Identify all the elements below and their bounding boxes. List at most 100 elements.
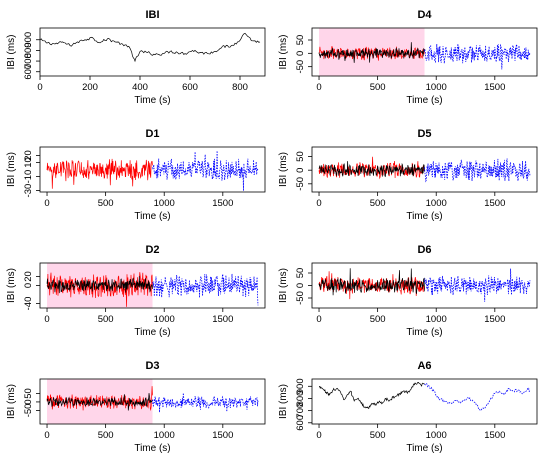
panel-title: D6	[417, 244, 431, 256]
series-line-1	[319, 382, 425, 410]
panel-title: A6	[417, 360, 431, 372]
series-line-2	[318, 42, 425, 63]
series-line-1	[46, 158, 153, 189]
plot-area	[318, 28, 531, 76]
y-tick-label: -10	[23, 170, 34, 184]
x-tick-label: 200	[82, 82, 98, 93]
y-tick-label: 20	[23, 271, 34, 282]
plot-frame	[311, 378, 538, 425]
x-tick-label: 500	[98, 314, 114, 325]
x-tick-label: 500	[98, 198, 114, 209]
y-tick-label: 50	[295, 151, 306, 162]
y-tick-label: -40	[23, 297, 34, 311]
series-line-2	[46, 276, 153, 294]
plot-area	[46, 150, 259, 191]
panel-title: D5	[417, 128, 431, 140]
x-tick-label: 1500	[484, 430, 505, 441]
x-axis-label: Time (s)	[134, 95, 170, 106]
x-tick-label: 800	[232, 82, 248, 93]
x-tick-label: 1500	[212, 314, 233, 325]
x-tick-label: 1000	[426, 430, 447, 441]
plot-frame	[311, 27, 538, 77]
plot-area	[319, 382, 531, 412]
series-line-2	[152, 150, 259, 191]
x-axis-label: Time (s)	[406, 443, 442, 454]
plot-area	[40, 32, 261, 63]
x-tick-label: 0	[316, 314, 321, 325]
y-tick-label: -50	[23, 404, 34, 418]
x-axis-label: Time (s)	[406, 327, 442, 338]
panel-title: IBI	[145, 9, 159, 21]
x-tick-label: 0	[316, 198, 321, 209]
panel-d5: D5 0 500 1000 1500 -50 0 50 Time (s) IBI (ms)	[278, 128, 538, 222]
y-tick-label: 900	[295, 378, 306, 394]
y-tick-label: 600	[23, 64, 34, 80]
series-line-3	[424, 42, 531, 70]
x-tick-label: 0	[316, 82, 321, 93]
y-axis-label: IBI (ms)	[6, 384, 17, 419]
x-axis-label: Time (s)	[134, 211, 170, 222]
x-tick-label: 1000	[426, 82, 447, 93]
panel-title: D2	[145, 244, 159, 256]
panel-d4: D4 0 500 1000 1500 -50 0 50 Time (s) IBI (ms)	[278, 9, 538, 106]
plot-area	[46, 263, 259, 308]
x-tick-label: 400	[132, 82, 148, 93]
x-tick-label: 1500	[484, 314, 505, 325]
plot-frame	[39, 146, 266, 193]
y-tick-label: 0	[295, 283, 306, 288]
series-line-2	[424, 383, 531, 412]
y-tick-label: 20	[23, 150, 34, 161]
y-tick-label: -50	[295, 291, 306, 305]
y-tick-label: 10	[23, 157, 34, 168]
x-tick-label: 0	[44, 430, 49, 441]
y-tick-label: -30	[23, 184, 34, 198]
series-line-1	[40, 32, 261, 63]
y-axis-label: IBI (ms)	[278, 35, 289, 70]
y-tick-label: -50	[295, 177, 306, 191]
y-axis-label: IBI (ms)	[6, 268, 17, 303]
series-line-3	[152, 392, 259, 413]
plot-area	[318, 156, 531, 183]
y-tick-label: 900	[23, 32, 34, 48]
y-axis-label: IBI (ms)	[278, 268, 289, 303]
highlight-band	[47, 379, 153, 424]
series-line-3	[152, 273, 259, 306]
x-tick-label: 1000	[154, 430, 175, 441]
panel-title: D1	[145, 128, 159, 140]
x-tick-label: 1500	[212, 430, 233, 441]
series-line-2	[318, 161, 425, 178]
y-tick-label: -50	[295, 60, 306, 74]
y-tick-label: 600	[295, 415, 306, 431]
plot-area	[46, 379, 259, 424]
y-tick-label: 50	[23, 388, 34, 399]
plot-frame	[39, 378, 266, 425]
y-tick-label: 0	[23, 399, 34, 404]
x-tick-label: 500	[370, 430, 386, 441]
y-tick-label: 700	[295, 403, 306, 419]
x-tick-label: 600	[182, 82, 198, 93]
plot-frame	[39, 27, 266, 77]
y-axis-label: IBI (ms)	[6, 152, 17, 187]
panel-d6: D6 0 500 1000 1500 -50 0 50 Time (s) IBI (ms)	[278, 244, 538, 338]
x-tick-label: 1000	[426, 314, 447, 325]
x-tick-label: 0	[316, 430, 321, 441]
x-tick-label: 1000	[154, 314, 175, 325]
y-tick-label: 0	[295, 51, 306, 56]
series-line-2	[46, 393, 153, 411]
panel-title: D4	[417, 9, 432, 21]
panel-title: D3	[145, 360, 159, 372]
x-tick-label: 500	[98, 430, 114, 441]
y-tick-label: 800	[23, 42, 34, 58]
y-tick-label: 800	[295, 391, 306, 407]
x-axis-label: Time (s)	[134, 327, 170, 338]
x-tick-label: 0	[37, 82, 42, 93]
series-line-3	[424, 268, 531, 302]
y-axis-label: IBI (ms)	[6, 35, 17, 70]
series-line-1	[46, 272, 153, 307]
